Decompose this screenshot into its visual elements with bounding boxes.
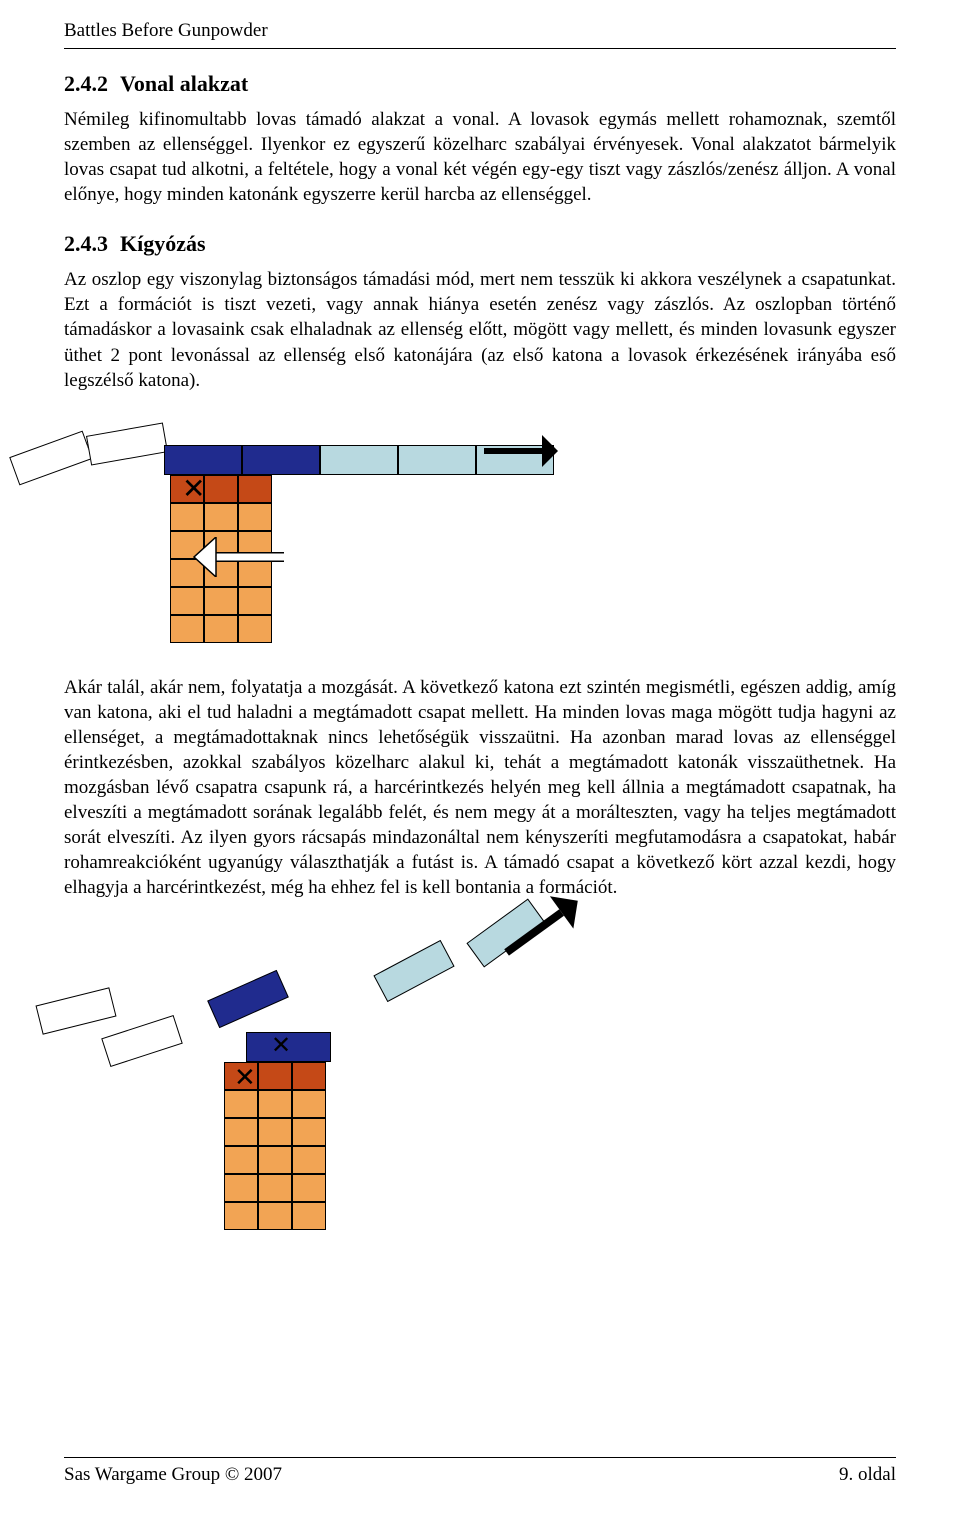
infantry-cell: [204, 587, 238, 615]
infantry-cell: [204, 475, 238, 503]
infantry-cell: [258, 1090, 292, 1118]
infantry-cell: [292, 1118, 326, 1146]
infantry-cell: [238, 615, 272, 643]
infantry-cell: [292, 1062, 326, 1090]
heading-num: 2.4.2: [64, 71, 108, 96]
infantry-cell: [170, 503, 204, 531]
arrow-advance-icon: [482, 435, 562, 467]
infantry-cell: [292, 1090, 326, 1118]
arrow-retreat-icon: [192, 537, 290, 577]
heading-2-4-3: 2.4.3 Kígyózás: [64, 231, 896, 257]
infantry-cell: [224, 1202, 258, 1230]
heading-2-4-2: 2.4.2 Vonal alakzat: [64, 71, 896, 97]
infantry-cell: [238, 475, 272, 503]
officer-x-icon: ✕: [234, 1064, 256, 1090]
cavalry-scatter: [373, 940, 454, 1002]
infantry-cell: [204, 503, 238, 531]
infantry-cell: [258, 1174, 292, 1202]
infantry-cell: [204, 615, 238, 643]
infantry-cell: [170, 615, 204, 643]
infantry-cell: [224, 1174, 258, 1202]
officer-x-icon: ✕: [271, 1034, 291, 1058]
infantry-cell: [292, 1146, 326, 1174]
infantry-cell: [258, 1202, 292, 1230]
footer-left: Sas Wargame Group © 2007: [64, 1464, 282, 1486]
officer-x-icon: ✕: [182, 475, 205, 503]
cavalry-line-cell: [242, 445, 320, 475]
cavalry-scatter: [35, 988, 116, 1035]
infantry-cell: [292, 1202, 326, 1230]
infantry-cell: [292, 1174, 326, 1202]
para-2-4-2: Némileg kifinomultabb lovas támadó alakz…: [64, 107, 896, 207]
cavalry-approach: [9, 430, 93, 485]
running-header: Battles Before Gunpowder: [64, 20, 896, 49]
infantry-cell: [258, 1146, 292, 1174]
heading-title: Kígyózás: [120, 231, 206, 256]
infantry-cell: [258, 1118, 292, 1146]
cavalry-line-cell: [164, 445, 242, 475]
diagram-kigyozas-2: ✕✕: [64, 924, 896, 1224]
infantry-cell: [238, 503, 272, 531]
infantry-cell: [224, 1146, 258, 1174]
cavalry-approach: [86, 422, 168, 465]
infantry-cell: [238, 587, 272, 615]
heading-title: Vonal alakzat: [120, 71, 248, 96]
para-2-4-3-a: Az oszlop egy viszonylag biztonságos tám…: [64, 267, 896, 392]
infantry-cell: [224, 1118, 258, 1146]
infantry-cell: [170, 587, 204, 615]
infantry-cell: [258, 1062, 292, 1090]
heading-num: 2.4.3: [64, 231, 108, 256]
cavalry-scatter: [207, 970, 289, 1028]
cavalry-scatter: [101, 1015, 183, 1067]
footer: Sas Wargame Group © 2007 9. oldal: [64, 1457, 896, 1486]
cavalry-line-cell: [320, 445, 398, 475]
diagram-kigyozas-1: ✕: [64, 417, 896, 657]
footer-right: 9. oldal: [839, 1464, 896, 1486]
cavalry-line-cell: [398, 445, 476, 475]
infantry-cell: [224, 1090, 258, 1118]
para-2-4-3-b: Akár talál, akár nem, folyatatja a mozgá…: [64, 675, 896, 901]
